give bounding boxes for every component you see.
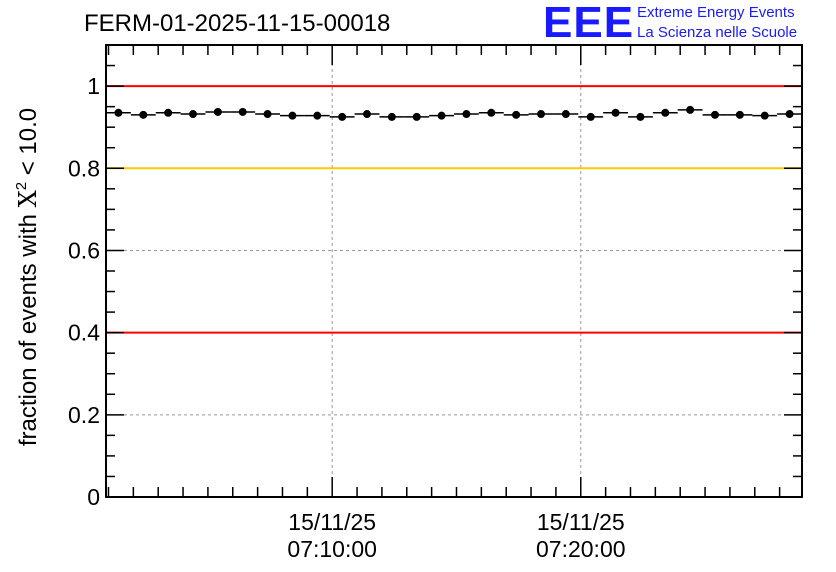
data-point [586, 112, 595, 121]
x-tick-label-date: 15/11/25 [537, 509, 625, 535]
y-tick-label: 0.6 [68, 237, 100, 263]
data-point [164, 108, 173, 117]
x-tick-label-time: 07:10:00 [287, 536, 377, 562]
data-point [636, 112, 645, 121]
logo-subtitle-1: Extreme Energy Events [637, 4, 795, 21]
eee-logo: EEE [543, 0, 635, 47]
plot-frame [105, 44, 803, 498]
data-point [760, 111, 769, 120]
y-tick-label: 1 [87, 73, 100, 99]
y-axis-label-symbol: X [14, 190, 42, 207]
data-point [313, 111, 322, 120]
data-point [561, 110, 570, 119]
data-point [512, 110, 521, 119]
data-point [114, 108, 123, 117]
data-point [785, 110, 794, 119]
y-axis-label-suffix: < 10.0 [15, 108, 42, 182]
data-points [106, 105, 802, 121]
y-axis-label: fraction of events with X2 < 10.0 [13, 108, 42, 446]
chart-title: FERM-01-2025-11-15-00018 [84, 10, 391, 37]
data-point [288, 111, 297, 120]
data-point [189, 110, 197, 119]
data-point [412, 112, 421, 121]
reference-lines [106, 85, 802, 334]
data-point [686, 105, 695, 114]
y-tick-label: 0.2 [68, 402, 100, 428]
x-tick-label-date: 15/11/25 [288, 509, 376, 535]
data-point [537, 110, 545, 119]
data-point [139, 110, 148, 119]
data-point [487, 108, 496, 117]
data-point [437, 111, 446, 120]
y-tick-label: 0.4 [68, 320, 100, 346]
y-tick-label: 0 [87, 484, 100, 510]
data-point [661, 108, 670, 117]
logo-subtitle-2: La Scienza nelle Scuole [637, 24, 798, 41]
data-point [735, 110, 744, 119]
data-point [711, 110, 719, 119]
y-axis-label-prefix: fraction of events with [15, 207, 42, 446]
y-axis-label-sup: 2 [13, 182, 30, 190]
data-point [263, 110, 272, 119]
data-point [611, 108, 620, 117]
x-tick-label-time: 07:20:00 [536, 536, 626, 562]
data-point [213, 107, 222, 116]
data-point [387, 112, 396, 121]
grid-lines [106, 45, 802, 497]
data-point [363, 110, 371, 119]
data-point [238, 107, 247, 116]
data-point [462, 110, 471, 119]
data-point [338, 112, 347, 121]
axes: 00.20.40.60.8115/11/2507:10:0015/11/2507… [68, 44, 802, 562]
y-tick-label: 0.8 [68, 155, 100, 181]
